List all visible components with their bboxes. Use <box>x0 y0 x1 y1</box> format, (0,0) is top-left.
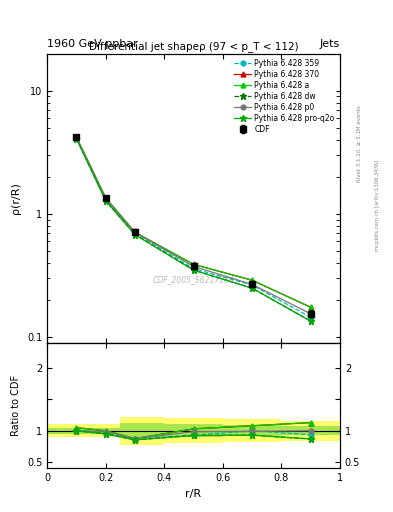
Pythia 6.428 370 <box>191 261 196 267</box>
Pythia 6.428 p0 <box>250 282 255 288</box>
Pythia 6.428 pro-q2o <box>250 285 255 291</box>
Line: Pythia 6.428 359: Pythia 6.428 359 <box>74 136 313 319</box>
Pythia 6.428 a <box>308 304 313 310</box>
Pythia 6.428 a <box>133 229 138 236</box>
Pythia 6.428 359 <box>250 282 255 288</box>
Pythia 6.428 dw <box>308 318 313 324</box>
Text: Rivet 3.1.10, ≥ 3.1M events: Rivet 3.1.10, ≥ 3.1M events <box>357 105 362 182</box>
Line: Pythia 6.428 pro-q2o: Pythia 6.428 pro-q2o <box>73 135 314 325</box>
Bar <box>164 424 223 437</box>
Line: Pythia 6.428 dw: Pythia 6.428 dw <box>73 135 314 325</box>
Bar <box>91 428 120 434</box>
Bar <box>223 425 281 436</box>
Bar <box>281 421 340 441</box>
Pythia 6.428 pro-q2o <box>133 231 138 238</box>
Text: Jets: Jets <box>320 38 340 49</box>
Pythia 6.428 370 <box>308 304 313 310</box>
Bar <box>164 418 223 443</box>
Pythia 6.428 p0 <box>191 263 196 269</box>
Pythia 6.428 pro-q2o <box>308 318 313 324</box>
Pythia 6.428 a <box>191 261 196 267</box>
Text: mcplots.cern.ch [arXiv:1306.3436]: mcplots.cern.ch [arXiv:1306.3436] <box>375 159 380 250</box>
Legend: Pythia 6.428 359, Pythia 6.428 370, Pythia 6.428 a, Pythia 6.428 dw, Pythia 6.42: Pythia 6.428 359, Pythia 6.428 370, Pyth… <box>233 57 336 135</box>
Pythia 6.428 dw <box>250 285 255 291</box>
Line: Pythia 6.428 370: Pythia 6.428 370 <box>74 135 313 310</box>
Pythia 6.428 pro-q2o <box>103 198 108 204</box>
Pythia 6.428 370 <box>133 229 138 236</box>
Text: 1960 GeV ppbar: 1960 GeV ppbar <box>47 38 138 49</box>
Bar <box>281 426 340 435</box>
Pythia 6.428 a <box>103 195 108 201</box>
Pythia 6.428 dw <box>191 267 196 273</box>
Y-axis label: ρ(r/R): ρ(r/R) <box>11 182 22 214</box>
Pythia 6.428 370 <box>74 134 79 140</box>
Bar <box>120 423 164 438</box>
Pythia 6.428 dw <box>103 198 108 204</box>
Pythia 6.428 p0 <box>103 196 108 202</box>
Title: Differential jet shapeρ (97 < p_T < 112): Differential jet shapeρ (97 < p_T < 112) <box>89 41 298 53</box>
Pythia 6.428 370 <box>250 277 255 283</box>
Pythia 6.428 a <box>250 277 255 283</box>
Pythia 6.428 pro-q2o <box>74 136 79 142</box>
Pythia 6.428 a <box>74 134 79 140</box>
Bar <box>47 424 91 437</box>
Pythia 6.428 dw <box>133 231 138 238</box>
Pythia 6.428 p0 <box>308 311 313 317</box>
Line: Pythia 6.428 a: Pythia 6.428 a <box>74 135 313 310</box>
Pythia 6.428 dw <box>74 136 79 142</box>
Bar <box>120 417 164 444</box>
Pythia 6.428 359 <box>308 314 313 321</box>
Pythia 6.428 p0 <box>133 229 138 236</box>
Y-axis label: Ratio to CDF: Ratio to CDF <box>11 375 21 436</box>
Line: Pythia 6.428 p0: Pythia 6.428 p0 <box>74 135 313 316</box>
Bar <box>47 428 91 434</box>
Pythia 6.428 359 <box>74 135 79 141</box>
Bar <box>91 424 120 437</box>
Text: CDF_2005_S6217184: CDF_2005_S6217184 <box>152 275 235 284</box>
Pythia 6.428 370 <box>103 195 108 201</box>
Pythia 6.428 p0 <box>74 135 79 141</box>
Bar <box>223 419 281 442</box>
Pythia 6.428 359 <box>191 266 196 272</box>
Pythia 6.428 pro-q2o <box>191 267 196 273</box>
Pythia 6.428 359 <box>133 230 138 236</box>
X-axis label: r/R: r/R <box>185 489 202 499</box>
Pythia 6.428 359 <box>103 197 108 203</box>
